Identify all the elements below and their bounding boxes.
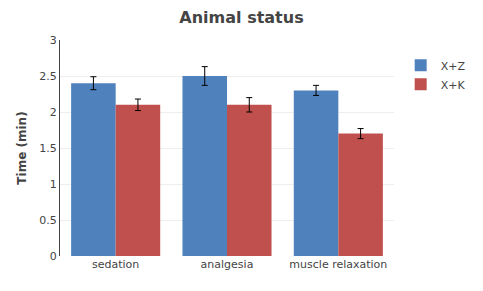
svg-text:X+Z: X+Z [441,60,466,73]
svg-text:1: 1 [50,178,57,191]
svg-text:2: 2 [50,106,57,119]
svg-text:sedation: sedation [92,258,139,271]
svg-text:0: 0 [50,250,57,263]
svg-text:0.5: 0.5 [39,214,57,227]
svg-text:X+K: X+K [441,79,466,92]
svg-text:Time (min): Time (min) [15,111,29,184]
svg-text:3: 3 [50,34,57,47]
svg-text:2.5: 2.5 [39,70,57,83]
svg-text:analgesia: analgesia [201,258,254,271]
svg-text:Animal status: Animal status [179,8,303,27]
svg-text:1.5: 1.5 [39,142,57,155]
svg-text:muscle relaxation: muscle relaxation [289,258,387,271]
